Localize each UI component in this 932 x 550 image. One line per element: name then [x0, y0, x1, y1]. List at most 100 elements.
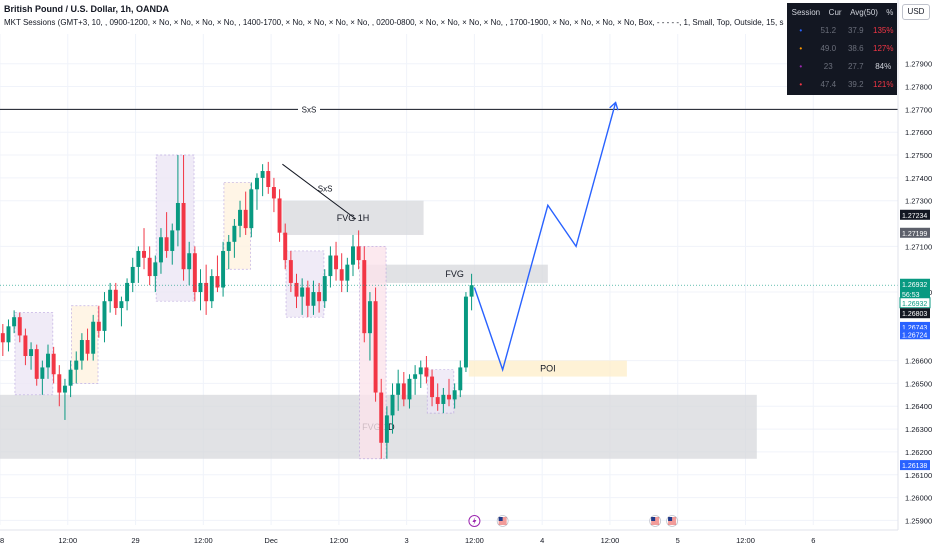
- candle: [187, 241, 192, 286]
- candle-body: [390, 394, 395, 416]
- candle-body: [424, 367, 429, 377]
- candle-body: [322, 276, 327, 302]
- candle-body: [85, 340, 90, 354]
- price-tick-label: 1.26200: [905, 448, 932, 457]
- candle-body: [435, 397, 440, 404]
- candle: [407, 374, 412, 409]
- candle-body: [34, 349, 39, 379]
- stats-header-3: %: [886, 7, 894, 17]
- candle-body: [458, 367, 463, 391]
- stats-cell-marker: •: [799, 61, 803, 71]
- candle-body: [283, 232, 288, 261]
- candle-body: [79, 340, 84, 361]
- stats-cell-cur: 51.2: [820, 25, 837, 35]
- candle-body: [384, 415, 389, 443]
- flag-stripe: [498, 523, 507, 525]
- candle: [396, 369, 401, 411]
- candle: [170, 223, 175, 265]
- candle-body: [181, 202, 186, 270]
- candle: [452, 383, 457, 409]
- stats-row: • 51.2 37.9 135%: [787, 21, 897, 39]
- zone-label: FVG: [445, 269, 464, 279]
- candle: [294, 273, 299, 309]
- candle-body: [463, 296, 468, 368]
- flag-stripe: [651, 521, 660, 523]
- candle-body: [108, 289, 113, 302]
- candle-body: [305, 287, 310, 306]
- candle-body: [266, 171, 271, 188]
- candle-body: [367, 301, 372, 334]
- price-tag: 1.27199: [902, 231, 927, 238]
- candle-body: [373, 301, 378, 393]
- price-tag: 1.26743: [902, 325, 927, 332]
- candle-body: [57, 374, 62, 393]
- candle: [85, 328, 90, 361]
- stats-header-1: Cur: [828, 7, 842, 17]
- time-tick-label: 12:00: [465, 536, 484, 545]
- candle: [458, 360, 463, 398]
- candle-body: [328, 255, 333, 277]
- candle: [317, 282, 322, 313]
- price-tag: 1.26932: [902, 301, 927, 308]
- candle: [0, 324, 5, 357]
- stats-cell-pct: 84%: [875, 61, 892, 71]
- candles: [0, 155, 474, 459]
- candle-body: [0, 333, 5, 343]
- sxs-level-label: SxS: [302, 105, 317, 114]
- candle: [142, 228, 146, 270]
- candle-body: [170, 230, 175, 251]
- candle-body: [46, 353, 50, 368]
- candle-body: [17, 317, 22, 336]
- candle-body: [418, 367, 423, 375]
- candle-body: [51, 353, 56, 375]
- candle: [136, 246, 141, 283]
- candle: [351, 234, 355, 277]
- candle-body: [238, 209, 243, 226]
- candle: [384, 406, 389, 459]
- candle: [125, 278, 130, 311]
- candle-body: [351, 246, 355, 265]
- candle-body: [277, 198, 282, 233]
- currency-button[interactable]: USD: [902, 4, 930, 20]
- candle-body: [215, 276, 220, 288]
- flag-canton: [498, 517, 503, 521]
- stats-cell-pct: 135%: [873, 25, 894, 35]
- candle-body: [334, 255, 339, 270]
- candle-body: [164, 237, 169, 251]
- candle-body: [362, 260, 367, 334]
- symbol-title: British Pound / U.S. Dollar, 1h, OANDA: [4, 4, 170, 14]
- candle: [130, 257, 135, 293]
- candle: [226, 234, 231, 270]
- candle: [62, 378, 67, 420]
- candle: [164, 212, 169, 258]
- price-tick-label: 1.26600: [905, 357, 932, 366]
- indicator-legend[interactable]: MKT Sessions (GMT+3, 10, , 0900-1200, × …: [4, 18, 784, 27]
- projection-path: [473, 102, 617, 373]
- stats-cell-avg: 39.2: [847, 79, 864, 89]
- candle-body: [452, 390, 457, 400]
- candle: [74, 351, 79, 384]
- candle-body: [379, 392, 384, 443]
- candle-body: [147, 257, 152, 277]
- us-flag-icon: [666, 515, 678, 527]
- price-tag: 1.26724: [902, 332, 927, 339]
- price-tick-label: 1.27400: [905, 174, 932, 183]
- zone-label: POI: [540, 364, 556, 374]
- time-tick-label: 12:00: [736, 536, 755, 545]
- candle-body: [407, 378, 412, 400]
- candle: [373, 287, 378, 402]
- price-tick-label: 1.26500: [905, 379, 932, 388]
- candle: [6, 319, 11, 352]
- candle-body: [62, 385, 67, 393]
- price-tick-label: 1.27600: [905, 128, 932, 137]
- candle: [288, 250, 293, 293]
- price-countdown: 56:53: [902, 292, 920, 299]
- candle-body: [198, 282, 203, 293]
- candle-body: [96, 321, 101, 331]
- candle: [305, 280, 310, 318]
- time-tick-label: 6: [811, 536, 815, 545]
- candle: [79, 333, 84, 370]
- candle: [390, 383, 395, 434]
- candle-body: [288, 260, 293, 283]
